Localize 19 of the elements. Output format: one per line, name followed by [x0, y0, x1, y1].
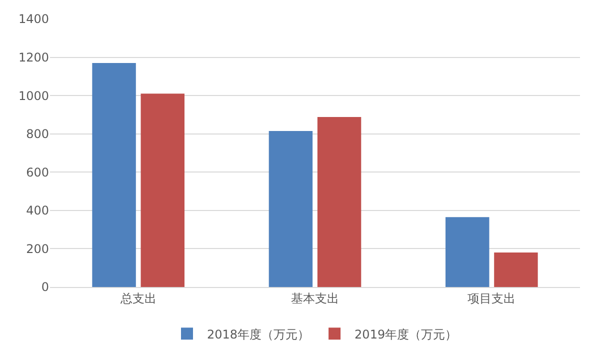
- y-tick-label: 400: [26, 204, 49, 218]
- y-tick-label: 800: [26, 127, 49, 142]
- x-tick-label: 项目支出: [468, 291, 516, 306]
- legend-label: 2018年度（万元）: [207, 327, 310, 342]
- y-tick-label: 1000: [18, 88, 49, 103]
- y-tick-label: 600: [26, 165, 49, 180]
- y-tick-label: 1200: [18, 50, 49, 64]
- bar: [92, 63, 136, 287]
- legend-label: 2019年度（万元）: [354, 327, 458, 342]
- bar: [317, 117, 362, 287]
- bar: [494, 252, 538, 287]
- y-tick-label: 200: [26, 242, 49, 256]
- bar: [140, 94, 184, 287]
- bar: [446, 217, 490, 287]
- x-tick-label: 总支出: [119, 291, 156, 306]
- bar: [268, 130, 313, 287]
- x-tick-label: 基本支出: [291, 291, 339, 306]
- y-tick-label: 1400: [18, 12, 49, 26]
- y-tick-label: 0: [41, 280, 49, 294]
